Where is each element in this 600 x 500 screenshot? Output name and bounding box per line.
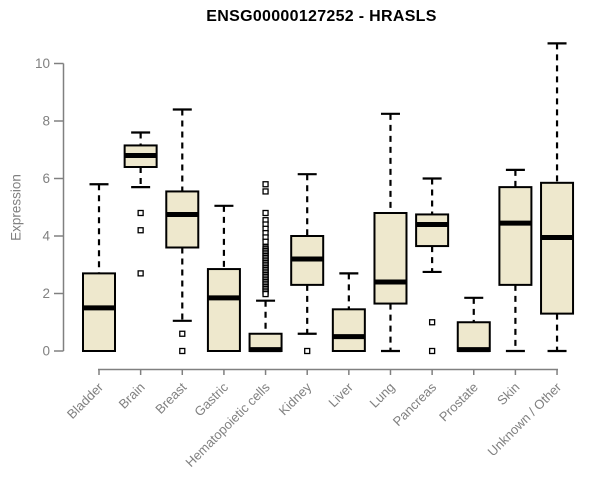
box-liver bbox=[331, 272, 366, 352]
outlier-point bbox=[304, 347, 311, 355]
x-category-label-pancreas: Pancreas bbox=[390, 379, 440, 429]
outlier-point bbox=[137, 270, 144, 277]
iqr-box bbox=[165, 190, 200, 249]
iqr-box bbox=[456, 321, 491, 352]
box-brain bbox=[123, 131, 158, 277]
x-category-label-kidney: Kidney bbox=[276, 379, 315, 418]
y-tick-label: 6 bbox=[42, 171, 50, 186]
outlier-point bbox=[179, 347, 186, 355]
iqr-box bbox=[415, 213, 450, 248]
iqr-box bbox=[206, 268, 241, 352]
box-kidney bbox=[290, 173, 325, 355]
box-hematopoietic-cells bbox=[248, 181, 283, 353]
x-category-label-skin: Skin bbox=[494, 380, 522, 408]
x-category-label-lung: Lung bbox=[367, 380, 398, 411]
iqr-box bbox=[331, 308, 366, 352]
box-lung bbox=[373, 112, 408, 353]
x-category-label-liver: Liver bbox=[325, 379, 356, 410]
y-tick-label: 4 bbox=[42, 229, 50, 244]
outlier-point bbox=[262, 188, 269, 195]
outlier-point bbox=[262, 238, 269, 245]
iqr-box bbox=[373, 212, 408, 305]
y-tick-label: 10 bbox=[35, 56, 50, 71]
y-tick-label: 0 bbox=[42, 344, 50, 359]
outlier-point bbox=[428, 319, 436, 326]
box-unknown-other bbox=[540, 42, 575, 353]
outlier-point bbox=[262, 181, 269, 188]
iqr-box bbox=[498, 186, 533, 286]
x-category-label-bladder: Bladder bbox=[64, 379, 107, 422]
box-breast bbox=[165, 108, 200, 355]
box-skin bbox=[498, 168, 533, 353]
iqr-box bbox=[540, 181, 575, 315]
box-prostate bbox=[456, 296, 491, 353]
outlier-point bbox=[262, 209, 269, 217]
outlier-point bbox=[137, 209, 144, 217]
y-axis: 0 2 4 6 8 10 bbox=[35, 56, 65, 359]
box-gastric bbox=[206, 204, 241, 352]
box-bladder bbox=[82, 183, 116, 352]
x-category-label-breast: Breast bbox=[152, 379, 189, 416]
x-category-label-prostate: Prostate bbox=[436, 380, 481, 425]
outlier-point bbox=[428, 347, 436, 355]
y-tick-label: 8 bbox=[42, 114, 50, 129]
outlier-point bbox=[262, 290, 269, 298]
chart-title: ENSG00000127252 - HRASLS bbox=[206, 8, 437, 25]
outlier-point bbox=[179, 330, 186, 337]
x-category-label-gastric: Gastric bbox=[191, 379, 231, 419]
x-category-label-brain: Brain bbox=[116, 380, 148, 412]
box-pancreas bbox=[415, 177, 450, 355]
x-category-label-unknown-other: Unknown / Other bbox=[485, 379, 565, 459]
y-tick-label: 2 bbox=[42, 286, 50, 301]
outlier-point bbox=[137, 227, 144, 234]
iqr-box bbox=[82, 272, 116, 352]
